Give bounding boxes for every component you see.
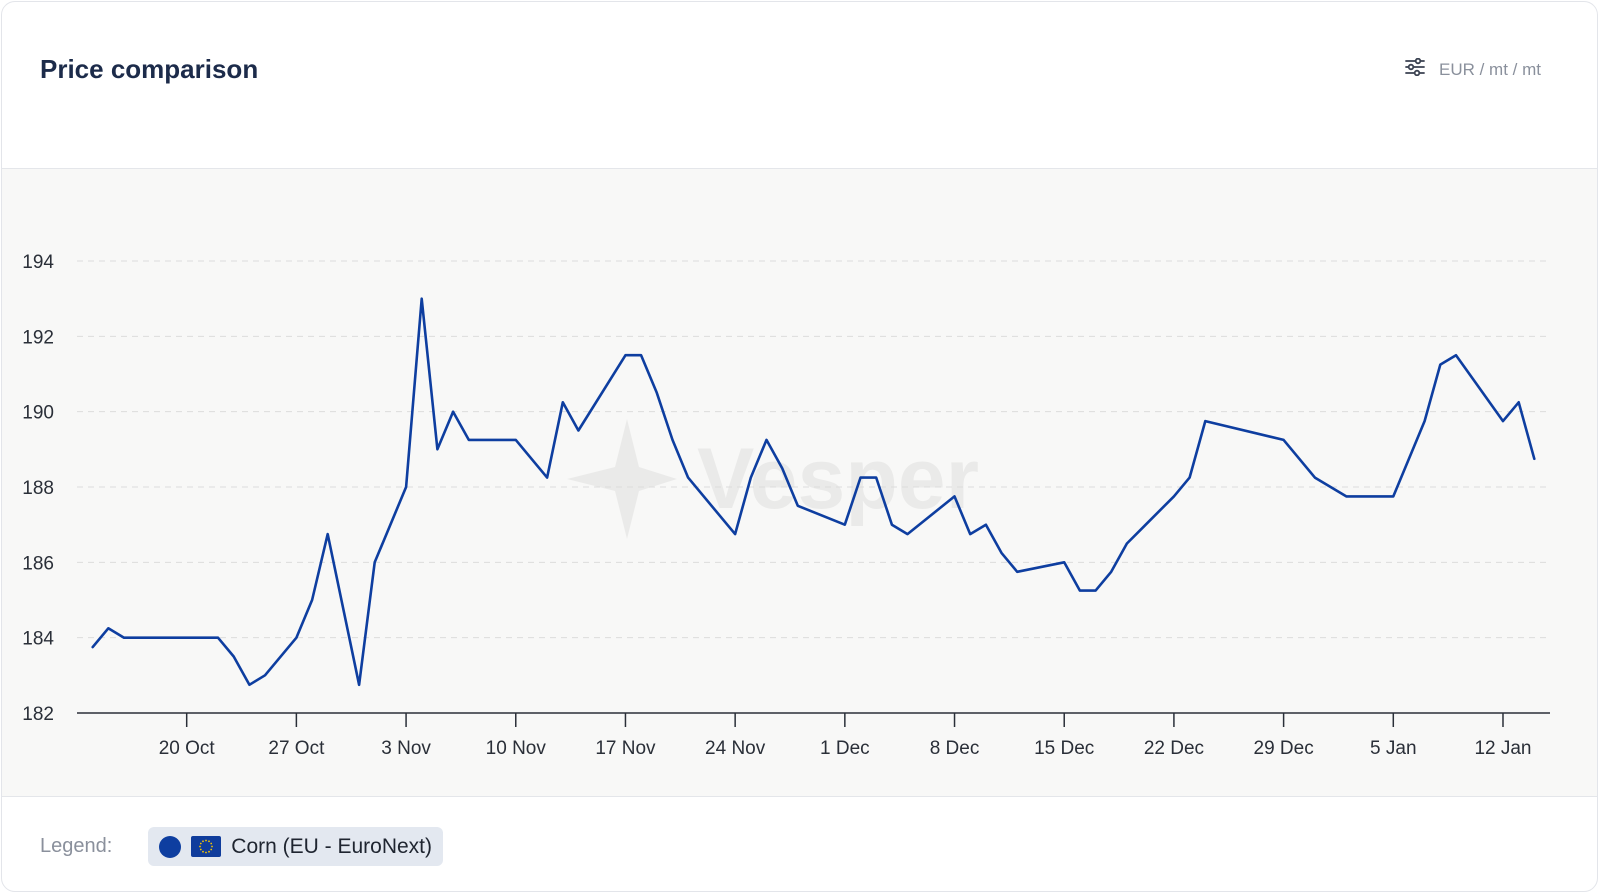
unit-selector[interactable]: EUR / mt / mt (1405, 57, 1541, 81)
series-line-0 (91, 297, 1536, 687)
flag-star (205, 839, 208, 842)
x-tick-label-4: 17 Nov (595, 738, 656, 759)
x-tick-label-1: 27 Oct (268, 738, 325, 759)
flag-star (210, 848, 213, 851)
watermark-text: Vesper (697, 430, 980, 527)
y-tick-label-190: 190 (22, 403, 54, 424)
eu-flag-icon (191, 836, 222, 857)
x-tick-label-9: 22 Dec (1144, 738, 1204, 759)
sliders-icon[interactable] (1405, 57, 1425, 81)
flag-star (202, 840, 205, 843)
flag-star (202, 850, 205, 853)
flag-star (199, 845, 202, 848)
x-tick-label-7: 8 Dec (930, 738, 980, 759)
price-line-chart: 182 184 186 188 190 192 194 20 Oct 27 Oct 3 Nov 10… (22, 252, 1550, 759)
y-tick-label-192: 192 (22, 327, 54, 348)
y-tick-label-194: 194 (22, 252, 54, 273)
x-tick-label-11: 5 Jan (1370, 738, 1416, 759)
watermark: Vesper (567, 419, 979, 539)
legend-item-corn[interactable]: Corn (EU - EuroNext) (148, 827, 444, 866)
y-tick-label-188: 188 (22, 478, 54, 499)
y-tick-label-182: 182 (22, 704, 54, 725)
y-tick-label-184: 184 (22, 629, 54, 650)
flag-star (210, 842, 213, 845)
plot-area: Vesper (2, 169, 1597, 797)
x-tick-label-5: 24 Nov (705, 738, 766, 759)
x-tick-label-12: 12 Jan (1474, 738, 1531, 759)
y-tick-label-186: 186 (22, 553, 54, 574)
x-tick-label-8: 15 Dec (1034, 738, 1094, 759)
unit-label[interactable]: EUR / mt / mt (1439, 59, 1541, 79)
legend-label: Legend: (40, 835, 113, 857)
vesper-star-logo (567, 419, 677, 539)
flag-star (211, 845, 214, 848)
x-tick-label-3: 10 Nov (486, 738, 547, 759)
flag-star (200, 848, 202, 851)
page-title: Price comparison (40, 54, 259, 84)
flag-star (208, 850, 211, 853)
x-tick-label-2: 3 Nov (381, 738, 431, 759)
legend-item-label: Corn (EU - EuroNext) (231, 834, 433, 858)
card-header: Price comparison EUR / mt / mt (2, 2, 1597, 169)
flag-star (200, 842, 202, 845)
series-color-dot (159, 835, 182, 858)
x-tick-label-10: 29 Dec (1254, 738, 1314, 759)
legend: Legend: Corn (EU - EuroNext) (40, 827, 444, 866)
x-tick-label-6: 1 Dec (820, 738, 870, 759)
x-tick-label-0: 20 Oct (159, 738, 216, 759)
flag-star (205, 851, 208, 854)
flag-star (208, 840, 211, 843)
